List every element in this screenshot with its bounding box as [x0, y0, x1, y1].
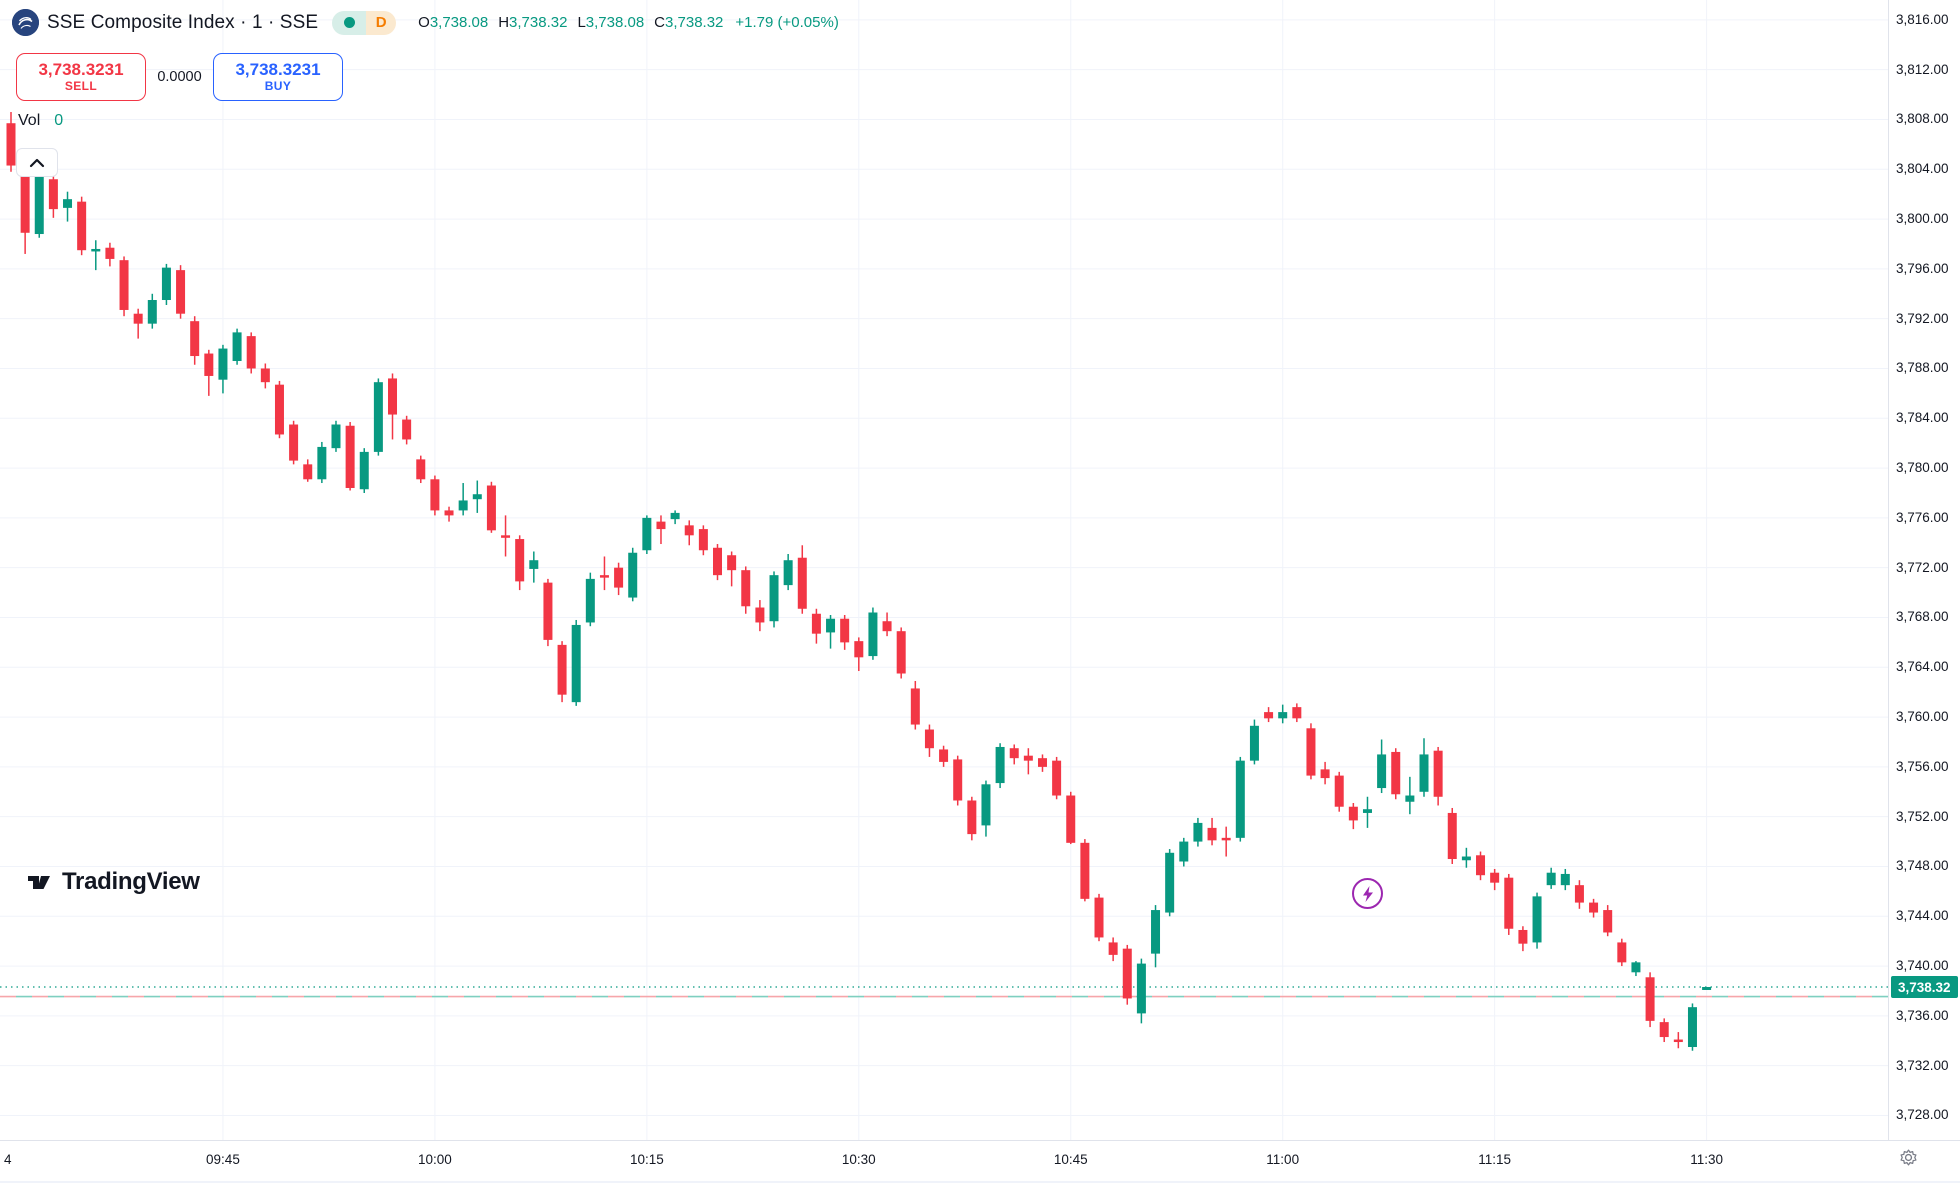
price-tick-label: 3,740.00 [1896, 958, 1949, 974]
gear-icon [1900, 1149, 1917, 1166]
tradingview-wordmark: TradingView [62, 868, 200, 895]
market-open-dot-icon [343, 17, 355, 28]
close-label: C [654, 14, 666, 31]
open-label: O [418, 14, 430, 31]
sse-symbol-logo-icon[interactable] [12, 9, 39, 36]
current-price-tag: 3,738.32 [1891, 976, 1958, 998]
trade-panel: 3,738.3231 SELL 0.0000 3,738.3231 BUY [16, 53, 343, 101]
time-tick-label: 10:30 [841, 1152, 876, 1167]
high-value: 3,738.32 [509, 14, 568, 31]
price-tick-label: 3,804.00 [1896, 161, 1949, 177]
ohlc-legend: O3,738.08 H3,738.32 L3,738.08 C3,738.32 … [418, 14, 839, 31]
price-tick-label: 3,792.00 [1896, 310, 1949, 326]
time-tick-label: 11:00 [1266, 1152, 1300, 1167]
time-axis[interactable]: 4 09:45 10:00 10:15 10:30 10:45 11:00 11:15 11:3… [0, 1140, 1960, 1183]
candlestick-chart [0, 0, 1888, 1140]
volume-value: 0 [54, 112, 64, 129]
spread-value: 0.0000 [157, 69, 202, 85]
buy-button[interactable]: 3,738.3231 BUY [213, 53, 343, 101]
interval-badge[interactable]: D [366, 10, 397, 35]
price-axis[interactable]: 3,738.32 3,816.00 3,812.00 3,808.00 3,804.0… [1888, 0, 1960, 1140]
quick-trade-button[interactable] [1352, 878, 1383, 909]
volume-label: Vol [18, 112, 41, 129]
price-tick-label: 3,748.00 [1896, 858, 1949, 874]
symbol-legend: SSE Composite Index · 1 · SSE D O3,738.0… [12, 9, 839, 36]
change-value: +1.79 (+0.05%) [735, 14, 839, 31]
tradingview-logo-icon [28, 876, 50, 889]
high-label: H [498, 14, 510, 31]
price-tick-label: 3,772.00 [1896, 559, 1949, 575]
chart-canvas[interactable] [0, 0, 1888, 1140]
price-tick-label: 3,732.00 [1896, 1057, 1949, 1073]
time-tick-label: 10:00 [417, 1152, 452, 1167]
sell-price: 3,738.3231 [38, 60, 124, 80]
price-tick-label: 3,744.00 [1896, 908, 1949, 924]
time-tick-label: 11:30 [1690, 1152, 1723, 1167]
price-tick-label: 3,780.00 [1896, 460, 1949, 476]
collapse-legend-button[interactable] [16, 148, 58, 177]
axis-settings-button[interactable] [1898, 1147, 1919, 1168]
price-tick-label: 3,752.00 [1896, 808, 1949, 824]
price-tick-label: 3,728.00 [1896, 1107, 1949, 1123]
price-tick-label: 3,756.00 [1896, 758, 1949, 774]
chevron-up-icon [29, 158, 45, 167]
time-tick-label: 11:15 [1478, 1152, 1512, 1167]
price-tick-label: 3,808.00 [1896, 111, 1949, 127]
tradingview-logo[interactable]: TradingView [25, 868, 200, 896]
price-tick-label: 3,736.00 [1896, 1007, 1949, 1023]
buy-label: BUY [264, 78, 292, 93]
price-tick-label: 3,760.00 [1896, 709, 1949, 725]
price-tick-label: 3,812.00 [1896, 61, 1949, 77]
volume-indicator: Vol 0 [18, 112, 63, 130]
low-value: 3,738.08 [585, 14, 645, 31]
market-status-pill[interactable] [332, 10, 367, 35]
price-tick-label: 3,768.00 [1896, 609, 1949, 625]
close-value: 3,738.32 [665, 14, 724, 31]
time-tick-label: 4 [4, 1152, 12, 1167]
sell-button[interactable]: 3,738.3231 SELL [16, 53, 146, 101]
time-tick-label: 10:45 [1053, 1152, 1088, 1167]
price-tick-label: 3,764.00 [1896, 659, 1949, 675]
buy-price: 3,738.3231 [235, 60, 321, 80]
price-tick-label: 3,784.00 [1896, 410, 1949, 426]
lightning-icon [1362, 885, 1373, 902]
price-tick-label: 3,796.00 [1896, 260, 1949, 276]
price-tick-label: 3,816.00 [1896, 11, 1949, 27]
open-value: 3,738.08 [429, 14, 489, 31]
price-tick-label: 3,776.00 [1896, 509, 1949, 525]
price-tick-label: 3,788.00 [1896, 360, 1949, 376]
price-tick-label: 3,800.00 [1896, 211, 1949, 227]
time-tick-label: 09:45 [206, 1152, 240, 1167]
sell-label: SELL [64, 78, 98, 93]
time-tick-label: 10:15 [629, 1152, 664, 1167]
market-status-interval-pills: D [332, 10, 397, 35]
low-label: L [577, 14, 586, 31]
symbol-title[interactable]: SSE Composite Index · 1 · SSE [47, 11, 319, 33]
